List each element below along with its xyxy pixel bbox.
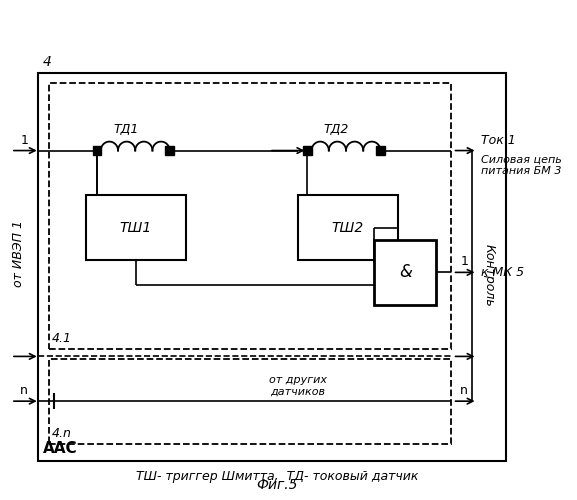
Bar (38, 73, 506, 461)
Bar (298, 196, 398, 260)
Text: ААС: ААС (43, 441, 77, 456)
Bar (374, 240, 436, 304)
Text: n: n (20, 384, 28, 397)
Bar (49, 83, 451, 349)
Text: 4.n: 4.n (52, 427, 72, 440)
Bar (93, 146, 102, 155)
Text: Фиг.5: Фиг.5 (256, 478, 298, 492)
Text: ТШ1: ТШ1 (119, 220, 152, 234)
Text: 4.1: 4.1 (52, 332, 72, 345)
Text: Контроль: Контроль (482, 244, 496, 307)
Text: ТШ- триггер Шмитта,  ТД- токовый датчик: ТШ- триггер Шмитта, ТД- токовый датчик (136, 470, 418, 483)
Text: от ИВЭП 1: от ИВЭП 1 (12, 220, 25, 287)
Bar (376, 146, 385, 155)
Text: ТД1: ТД1 (113, 122, 138, 136)
Bar (49, 360, 451, 444)
Text: Силовая цепь
питания БМ 3: Силовая цепь питания БМ 3 (481, 154, 562, 176)
Text: &: & (399, 264, 412, 281)
Text: ТД2: ТД2 (324, 122, 349, 136)
Bar (166, 146, 174, 155)
Text: 1: 1 (20, 134, 28, 146)
Text: 1: 1 (460, 256, 468, 268)
Text: от других
датчиков: от других датчиков (269, 374, 327, 396)
Text: ТШ2: ТШ2 (332, 220, 364, 234)
Text: к МК 5: к МК 5 (481, 266, 524, 279)
Text: n: n (460, 384, 468, 397)
Text: Ток 1: Ток 1 (481, 134, 516, 146)
Bar (303, 146, 312, 155)
Text: 4: 4 (43, 55, 51, 69)
Bar (85, 196, 186, 260)
